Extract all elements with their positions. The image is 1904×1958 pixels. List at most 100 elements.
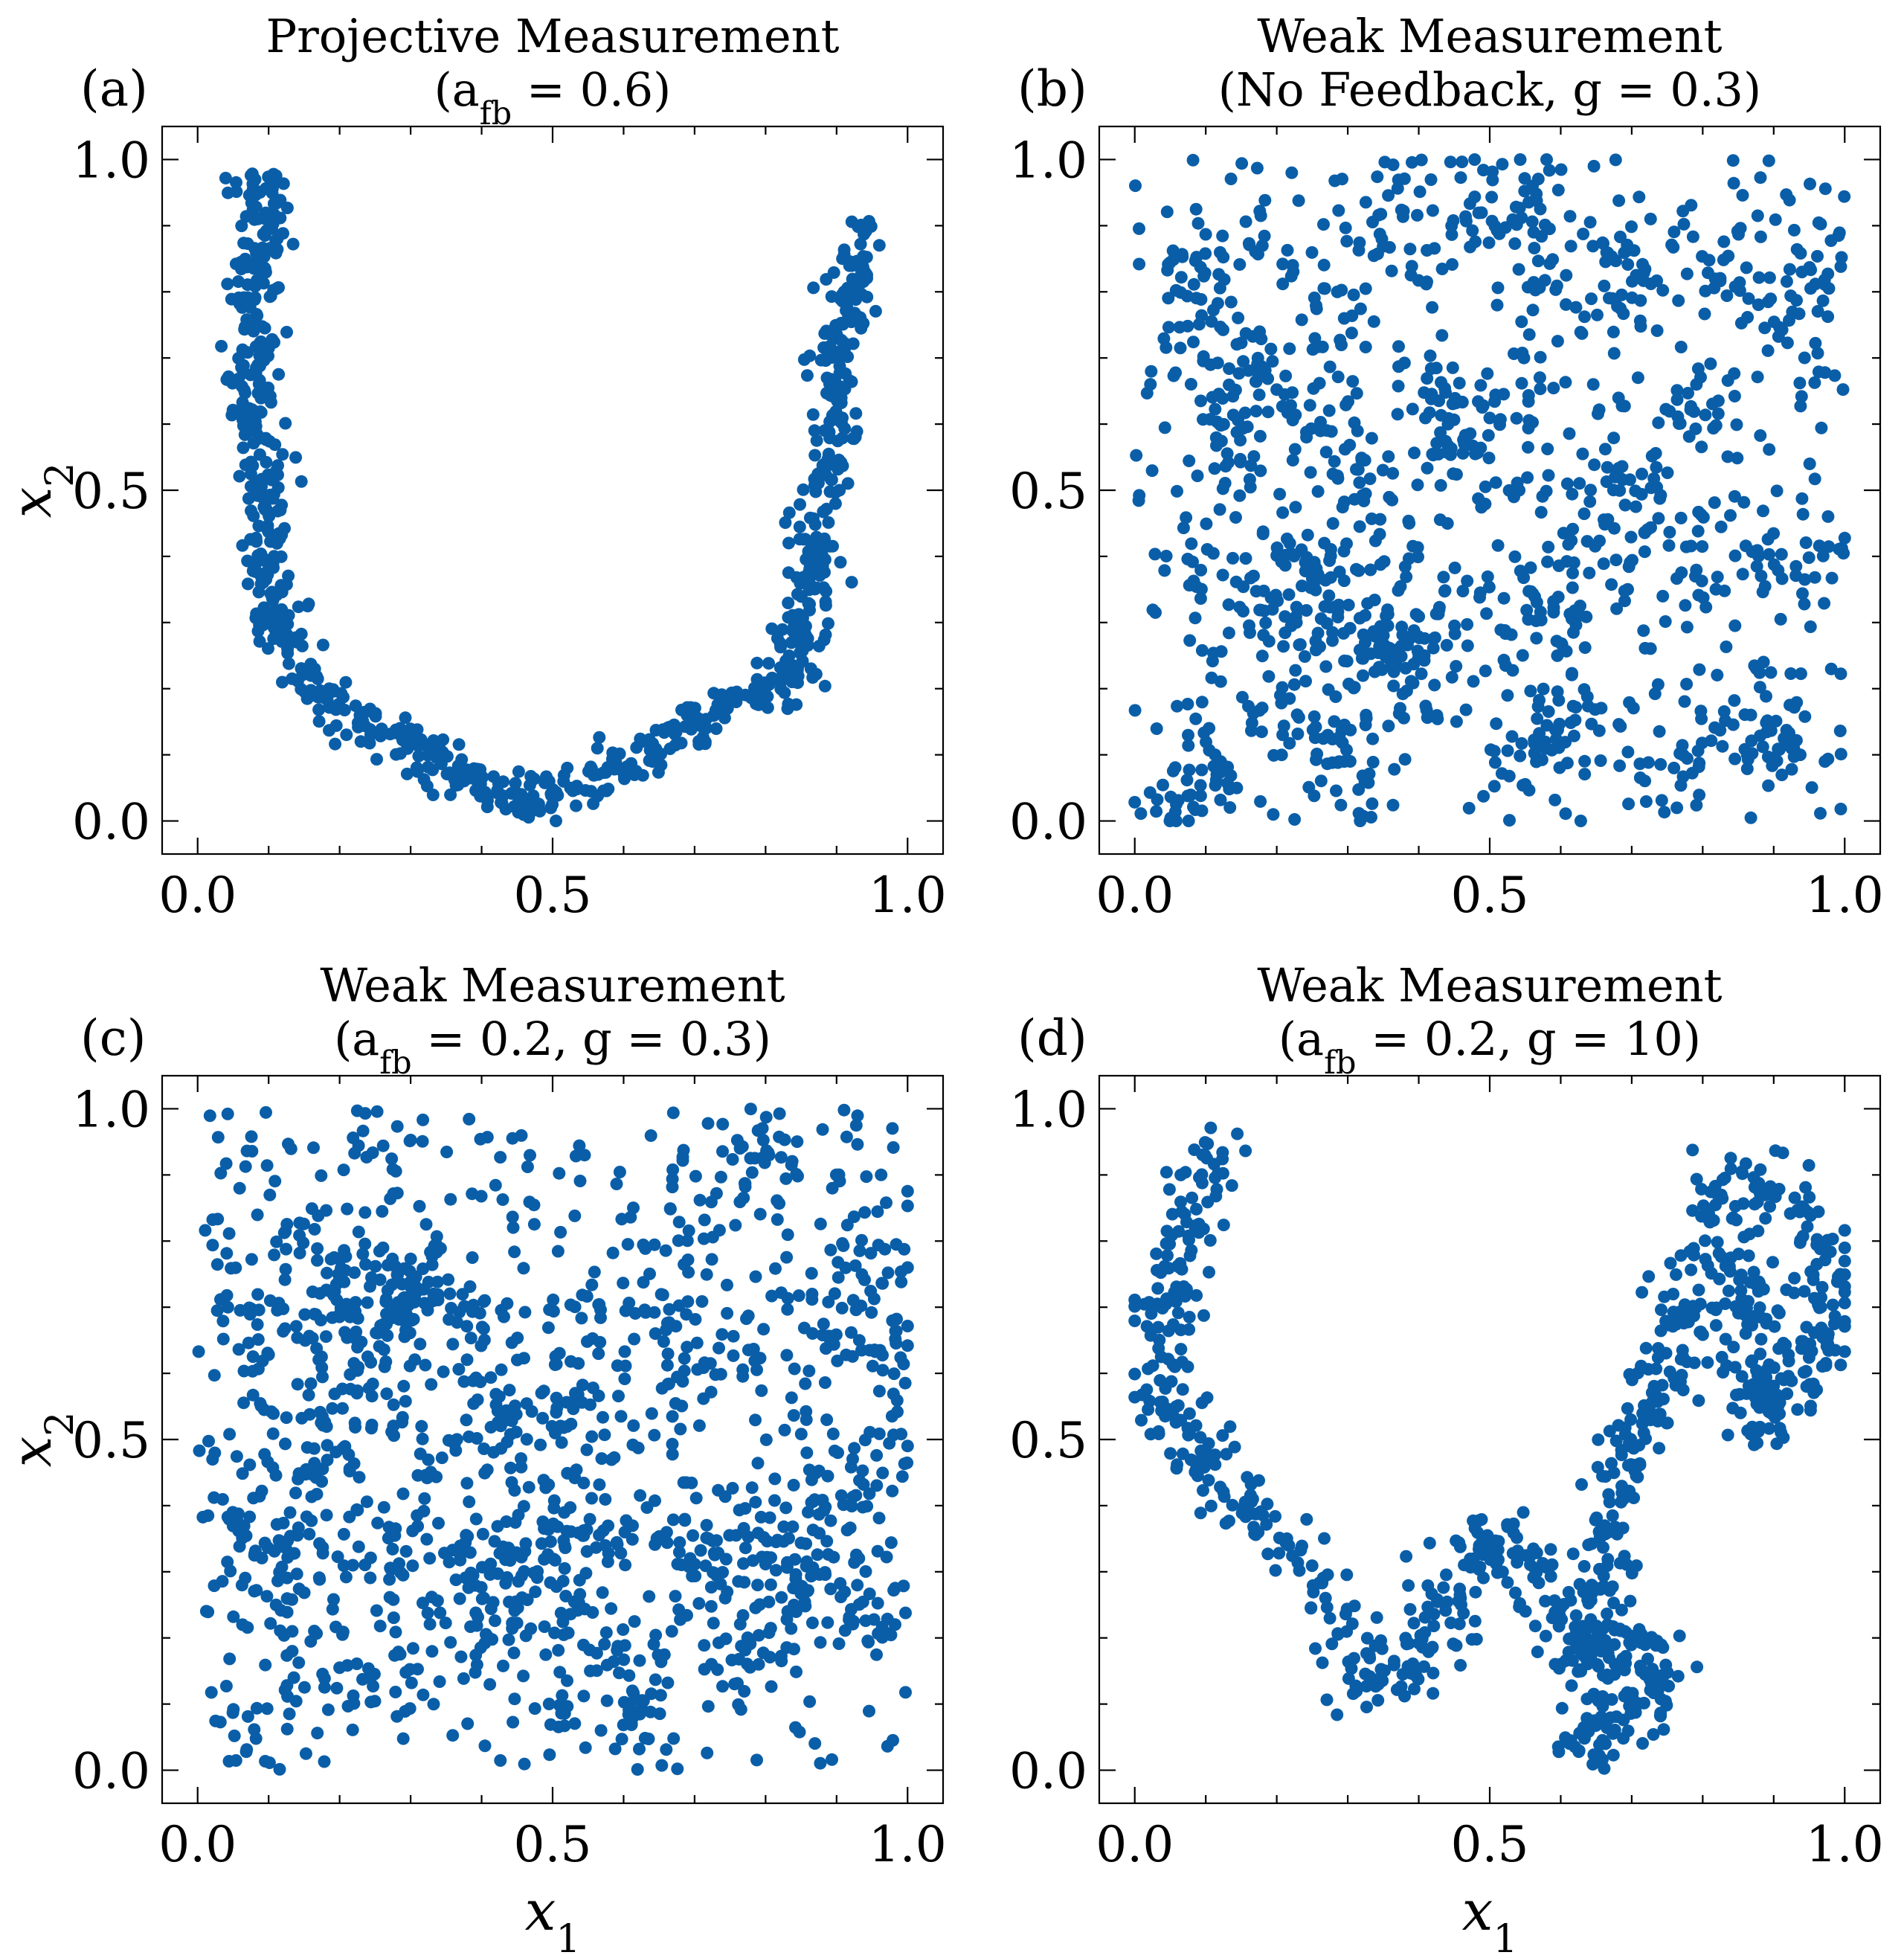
scatter-point <box>1612 391 1625 405</box>
scatter-point <box>1551 335 1564 348</box>
scatter-point <box>672 1546 686 1559</box>
scatter-point <box>293 1246 306 1259</box>
scatter-point <box>1339 221 1352 234</box>
y-tick-label: 1.0 <box>1009 132 1087 189</box>
scatter-point <box>576 1529 590 1542</box>
scatter-point <box>460 1320 474 1333</box>
scatter-point <box>780 1251 794 1264</box>
scatter-point <box>794 498 806 511</box>
scatter-point <box>1418 386 1431 399</box>
scatter-point <box>832 1446 844 1460</box>
scatter-point <box>1378 1664 1391 1678</box>
scatter-point <box>649 724 663 736</box>
scatter-point <box>1583 495 1597 508</box>
scatter-point <box>268 1544 281 1558</box>
scatter-point <box>251 625 265 638</box>
scatter-point <box>387 1429 401 1442</box>
scatter-point <box>1130 449 1143 462</box>
scatter-point <box>1370 1611 1383 1624</box>
scatter-point <box>364 723 377 736</box>
scatter-point <box>1217 1219 1230 1232</box>
scatter-point <box>707 1617 720 1630</box>
scatter-point <box>592 1389 605 1402</box>
scatter-point <box>1497 591 1511 605</box>
scatter-point <box>740 1312 753 1326</box>
scatter-point <box>694 1544 707 1557</box>
scatter-point <box>474 1132 487 1146</box>
scatter-point <box>1584 484 1598 497</box>
scatter-point <box>1547 606 1560 619</box>
scatter-point <box>387 1419 400 1433</box>
scatter-point <box>1816 1331 1830 1344</box>
scatter-point <box>1598 518 1612 531</box>
scatter-point <box>1775 548 1788 561</box>
scatter-point <box>318 1755 331 1768</box>
scatter-point <box>390 1268 404 1282</box>
scatter-point <box>649 1327 662 1341</box>
scatter-point <box>1621 745 1635 759</box>
scatter-point <box>478 1739 492 1753</box>
scatter-point <box>223 1428 237 1441</box>
scatter-point <box>1623 696 1636 709</box>
scatter-point <box>551 789 565 802</box>
scatter-point <box>463 1280 477 1293</box>
scatter-point <box>396 1487 410 1500</box>
scatter-point <box>1730 1213 1743 1227</box>
scatter-point <box>1516 649 1529 662</box>
scatter-point <box>202 1605 215 1619</box>
scatter-point <box>1466 439 1479 452</box>
scatter-point <box>1392 173 1405 187</box>
scatter-point <box>1563 427 1576 440</box>
scatter-point <box>1236 422 1250 435</box>
scatter-point <box>1617 307 1630 321</box>
scatter-point <box>1633 1622 1646 1636</box>
scatter-point <box>1650 1362 1663 1376</box>
scatter-point <box>192 1345 205 1358</box>
scatter-point <box>1421 1579 1435 1592</box>
scatter-point <box>1533 371 1546 385</box>
scatter-point <box>1552 559 1566 572</box>
scatter-point <box>1474 379 1488 392</box>
scatter-point <box>365 1419 379 1431</box>
scatter-point <box>1418 1660 1431 1673</box>
scatter-point <box>259 1755 272 1768</box>
scatter-point <box>313 1287 327 1300</box>
scatter-point <box>260 1590 274 1603</box>
scatter-point <box>1244 626 1256 639</box>
scatter-point <box>1543 222 1556 236</box>
scatter-point <box>1597 1541 1609 1554</box>
scatter-point <box>1244 459 1258 472</box>
scatter-point <box>1237 1500 1250 1514</box>
scatter-point <box>1398 560 1412 574</box>
scatter-point <box>718 711 731 725</box>
scatter-point <box>1721 450 1734 463</box>
scatter-point <box>330 1681 344 1695</box>
scatter-point <box>255 571 268 584</box>
scatter-point <box>1572 609 1586 622</box>
scatter-point <box>1340 234 1354 248</box>
scatter-point <box>1392 379 1405 393</box>
scatter-point <box>1209 1448 1222 1462</box>
scatter-point <box>666 1448 679 1461</box>
scatter-point <box>1686 1204 1699 1217</box>
scatter-point <box>1599 255 1612 269</box>
scatter-point <box>272 527 286 540</box>
scatter-point <box>398 1291 411 1304</box>
scatter-point <box>437 733 450 746</box>
scatter-point <box>203 1109 216 1123</box>
scatter-point <box>517 808 530 821</box>
scatter-point <box>833 359 846 373</box>
scatter-point <box>351 1364 364 1377</box>
scatter-point <box>1826 1298 1839 1312</box>
scatter-point <box>216 1493 229 1506</box>
scatter-point <box>1642 1270 1656 1283</box>
scatter-point <box>316 1370 329 1384</box>
scatter-point <box>1760 690 1772 703</box>
scatter-point <box>1518 172 1531 185</box>
scatter-point <box>628 1615 641 1628</box>
scatter-point <box>1598 279 1611 292</box>
scatter-point <box>1594 754 1607 767</box>
scatter-point <box>1824 662 1838 675</box>
scatter-point <box>258 321 271 335</box>
scatter-point <box>1226 551 1239 565</box>
